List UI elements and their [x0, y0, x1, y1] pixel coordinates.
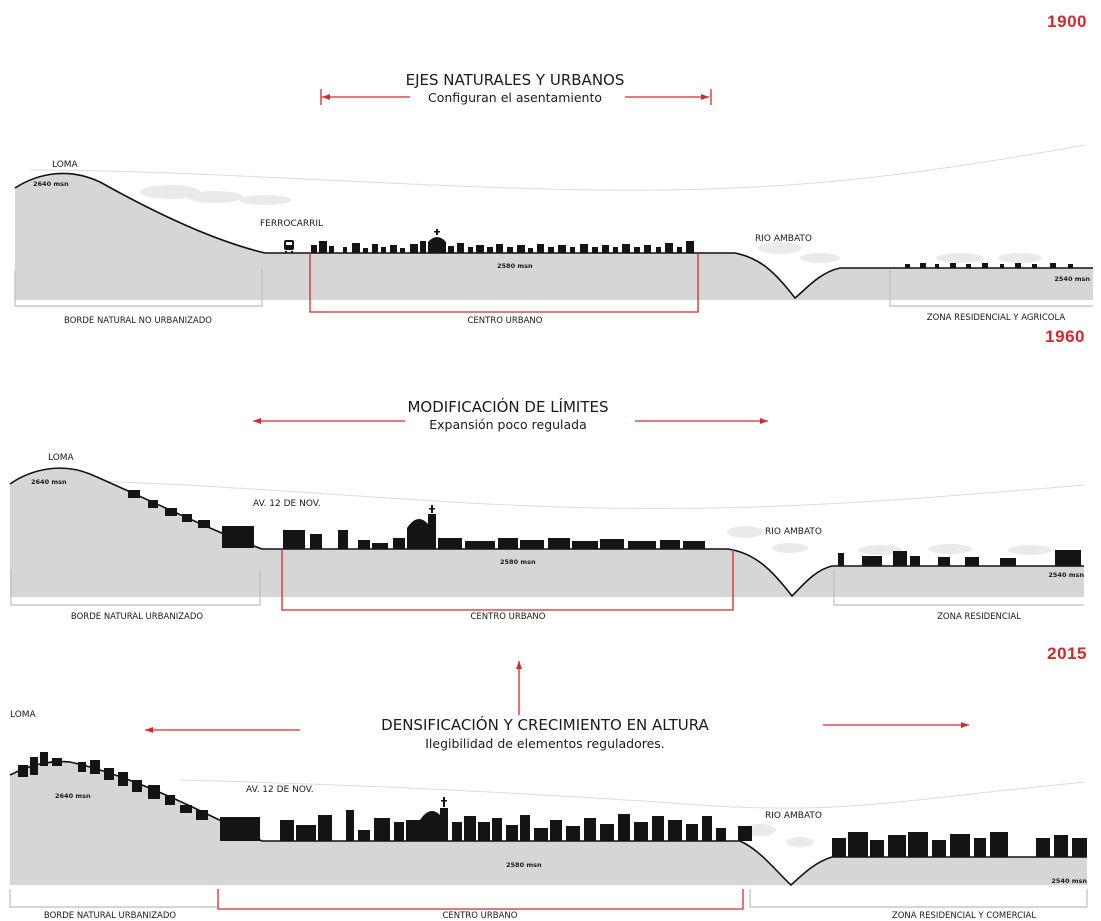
extent-arrow — [320, 89, 712, 105]
tree-canopy — [140, 185, 1042, 263]
buildings-1900 — [311, 229, 1073, 268]
train-icon — [284, 240, 294, 254]
year-label: 2015 — [1047, 644, 1087, 663]
panel-2015: 2015 DENSIFICACIÓN Y CRECIMIENTO EN ALTU… — [9, 644, 1088, 921]
year-label: 1960 — [1045, 327, 1085, 346]
river-label: RIO AMBATO — [765, 527, 822, 537]
zone-right-label: ZONA RESIDENCIAL Y AGRICOLA — [927, 313, 1066, 323]
sky-line — [179, 779, 1086, 809]
landmark-label: FERROCARRIL — [260, 219, 323, 229]
loma-label: LOMA — [52, 160, 79, 170]
center-altitude: 2580 msn — [506, 861, 542, 869]
zone-left-label: BORDE NATURAL URBANIZADO — [71, 612, 203, 622]
river-label: RIO AMBATO — [755, 234, 812, 244]
zone-bracket-left — [10, 570, 261, 606]
extent-arrow — [145, 661, 969, 733]
zone-left-label: BORDE NATURAL NO URBANIZADO — [64, 316, 212, 326]
panel-heading: MODIFICACIÓN DE LÍMITES — [407, 397, 608, 416]
river-label: RIO AMBATO — [765, 811, 822, 821]
loma-altitude: 2640 msn — [33, 180, 69, 188]
panel-heading: EJES NATURALES Y URBANOS — [406, 71, 625, 89]
panel-subheading: Configuran el asentamiento — [428, 90, 602, 105]
extent-arrow — [253, 418, 768, 424]
landmark-label: AV. 12 DE NOV. — [246, 785, 314, 795]
east-altitude: 2540 msn — [1048, 571, 1084, 579]
panel-heading: DENSIFICACIÓN Y CRECIMIENTO EN ALTURA — [381, 715, 709, 734]
year-label: 1900 — [1047, 12, 1087, 31]
buildings-1960 — [128, 490, 1081, 566]
tree-canopy — [744, 824, 814, 847]
zone-bracket-center — [281, 549, 734, 611]
zone-bracket-left — [9, 889, 217, 908]
zone-bracket-center — [309, 253, 699, 313]
zone-bracket-right — [889, 270, 1093, 307]
zone-center-label: CENTRO URBANO — [471, 612, 546, 622]
terrain-section — [15, 173, 1093, 300]
sky-line — [29, 479, 1086, 509]
panel-subheading: Expansión poco regulada — [429, 417, 587, 432]
loma-altitude: 2640 msn — [31, 478, 67, 486]
buildings-2015 — [18, 752, 1087, 857]
east-altitude: 2540 msn — [1051, 877, 1087, 885]
zone-left-label: BORDE NATURAL URBANIZADO — [44, 911, 176, 921]
center-altitude: 2580 msn — [500, 558, 536, 566]
zone-center-label: CENTRO URBANO — [443, 911, 518, 921]
zone-right-label: ZONA RESIDENCIAL Y COMERCIAL — [892, 911, 1036, 921]
panel-1960: 1960 MODIFICACIÓN DE LÍMITES Expansión p… — [9, 327, 1086, 622]
zone-bracket-right — [833, 570, 1084, 606]
zone-bracket-right — [749, 889, 1088, 908]
tree-canopy — [727, 526, 1052, 555]
terrain-section — [10, 468, 1084, 597]
zone-center-label: CENTRO URBANO — [468, 316, 543, 326]
loma-label: LOMA — [10, 710, 37, 720]
sky-line — [29, 144, 1086, 191]
zone-right-label: ZONA RESIDENCIAL — [937, 612, 1021, 622]
loma-altitude: 2640 msn — [55, 792, 91, 800]
loma-label: LOMA — [48, 453, 75, 463]
center-altitude: 2580 msn — [497, 262, 533, 270]
landmark-label: AV. 12 DE NOV. — [253, 499, 321, 509]
zone-bracket-center — [217, 889, 744, 910]
panel-subheading: Ilegibilidad de elementos reguladores. — [425, 736, 665, 751]
zone-bracket-left — [14, 270, 263, 307]
panel-1900: 1900 EJES NATURALES Y URBANOS Configuran… — [14, 12, 1093, 326]
terrain-section — [10, 761, 1087, 885]
terrain-profile — [14, 172, 1093, 300]
east-altitude: 2540 msn — [1054, 275, 1090, 283]
